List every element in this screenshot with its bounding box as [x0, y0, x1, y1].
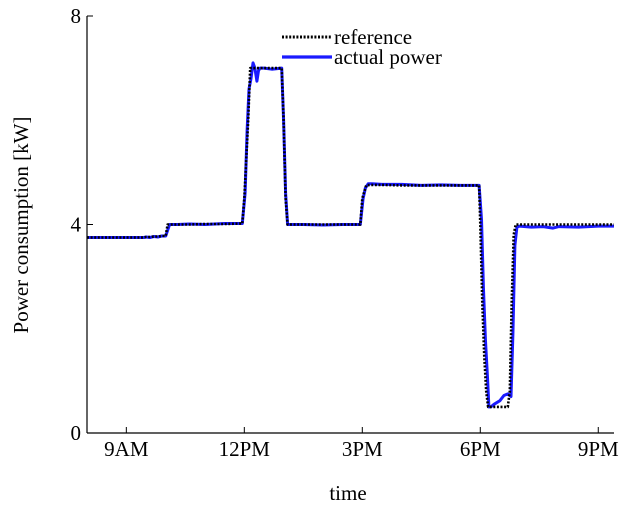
- y-axis-label: Power consumption [kW]: [9, 117, 33, 334]
- x-tick-label: 6PM: [460, 437, 501, 461]
- x-tick-label: 3PM: [342, 437, 383, 461]
- y-tick-label: 8: [71, 4, 82, 28]
- x-axis-label: time: [329, 481, 366, 505]
- legend: reference actual power: [282, 25, 442, 69]
- x-tick-label: 9AM: [104, 437, 149, 461]
- x-tick-label: 9PM: [578, 437, 619, 461]
- plot-lines: [87, 61, 614, 409]
- y-tick-label: 0: [71, 421, 82, 445]
- ticks: [87, 15, 599, 434]
- y-tick-label: 4: [71, 213, 82, 237]
- legend-label-actual-power: actual power: [334, 45, 442, 69]
- legend-label-reference: reference: [334, 25, 412, 49]
- x-tick-label: 12PM: [219, 437, 271, 461]
- series-line-reference: [87, 66, 614, 409]
- tick-labels: 9AM 12PM 3PM 6PM 9PM 0 4 8: [71, 4, 620, 461]
